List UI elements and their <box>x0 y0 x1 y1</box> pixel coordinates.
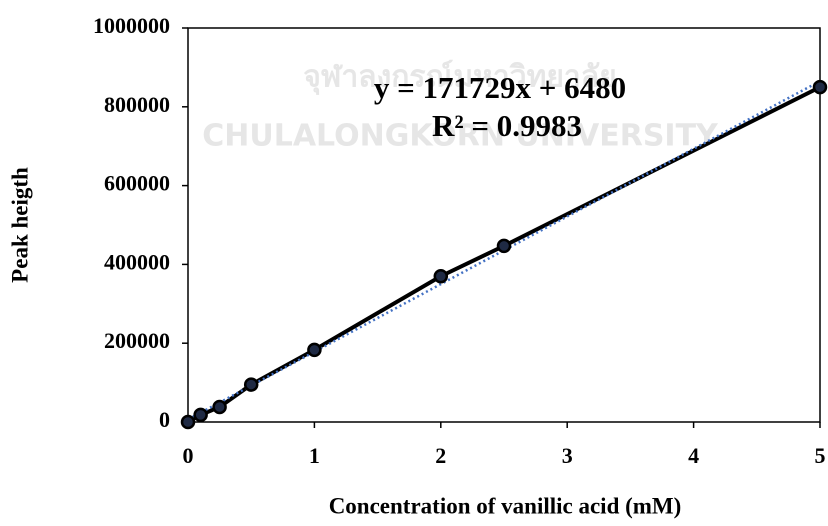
x-axis-title: Concentration of vanillic acid (mM) <box>329 493 682 518</box>
y-tick-label: 800000 <box>104 92 170 117</box>
y-tick-label: 600000 <box>104 171 170 196</box>
marker <box>433 268 449 284</box>
plot-frame <box>187 27 821 423</box>
x-tick-label: 3 <box>562 443 573 468</box>
y-tick-label: 0 <box>159 407 170 432</box>
x-tick-label: 4 <box>688 443 699 468</box>
y-tick-label: 200000 <box>104 328 170 353</box>
x-tick-label: 5 <box>815 443 826 468</box>
marker <box>180 414 196 430</box>
marker <box>812 79 828 95</box>
y-tick-label: 1000000 <box>93 13 170 38</box>
watermark: จุฬาลงกรณ์มหาวิทยาลัย <box>303 60 616 96</box>
x-tick-label: 0 <box>183 443 194 468</box>
marker <box>307 342 322 358</box>
x-tick-label: 1 <box>309 443 320 468</box>
marker <box>243 377 259 392</box>
annotation: R² = 0.9983 <box>432 108 582 143</box>
marker <box>193 407 208 423</box>
marker <box>496 238 512 254</box>
marker <box>212 399 227 415</box>
y-axis-title: Peak heigth <box>7 167 32 283</box>
annotation: y = 171729x + 6480 <box>374 70 626 105</box>
y-tick-label: 400000 <box>104 249 170 274</box>
watermark: CHULALONGKORN UNIVERSITY <box>202 119 719 154</box>
x-tick-label: 2 <box>435 443 446 468</box>
